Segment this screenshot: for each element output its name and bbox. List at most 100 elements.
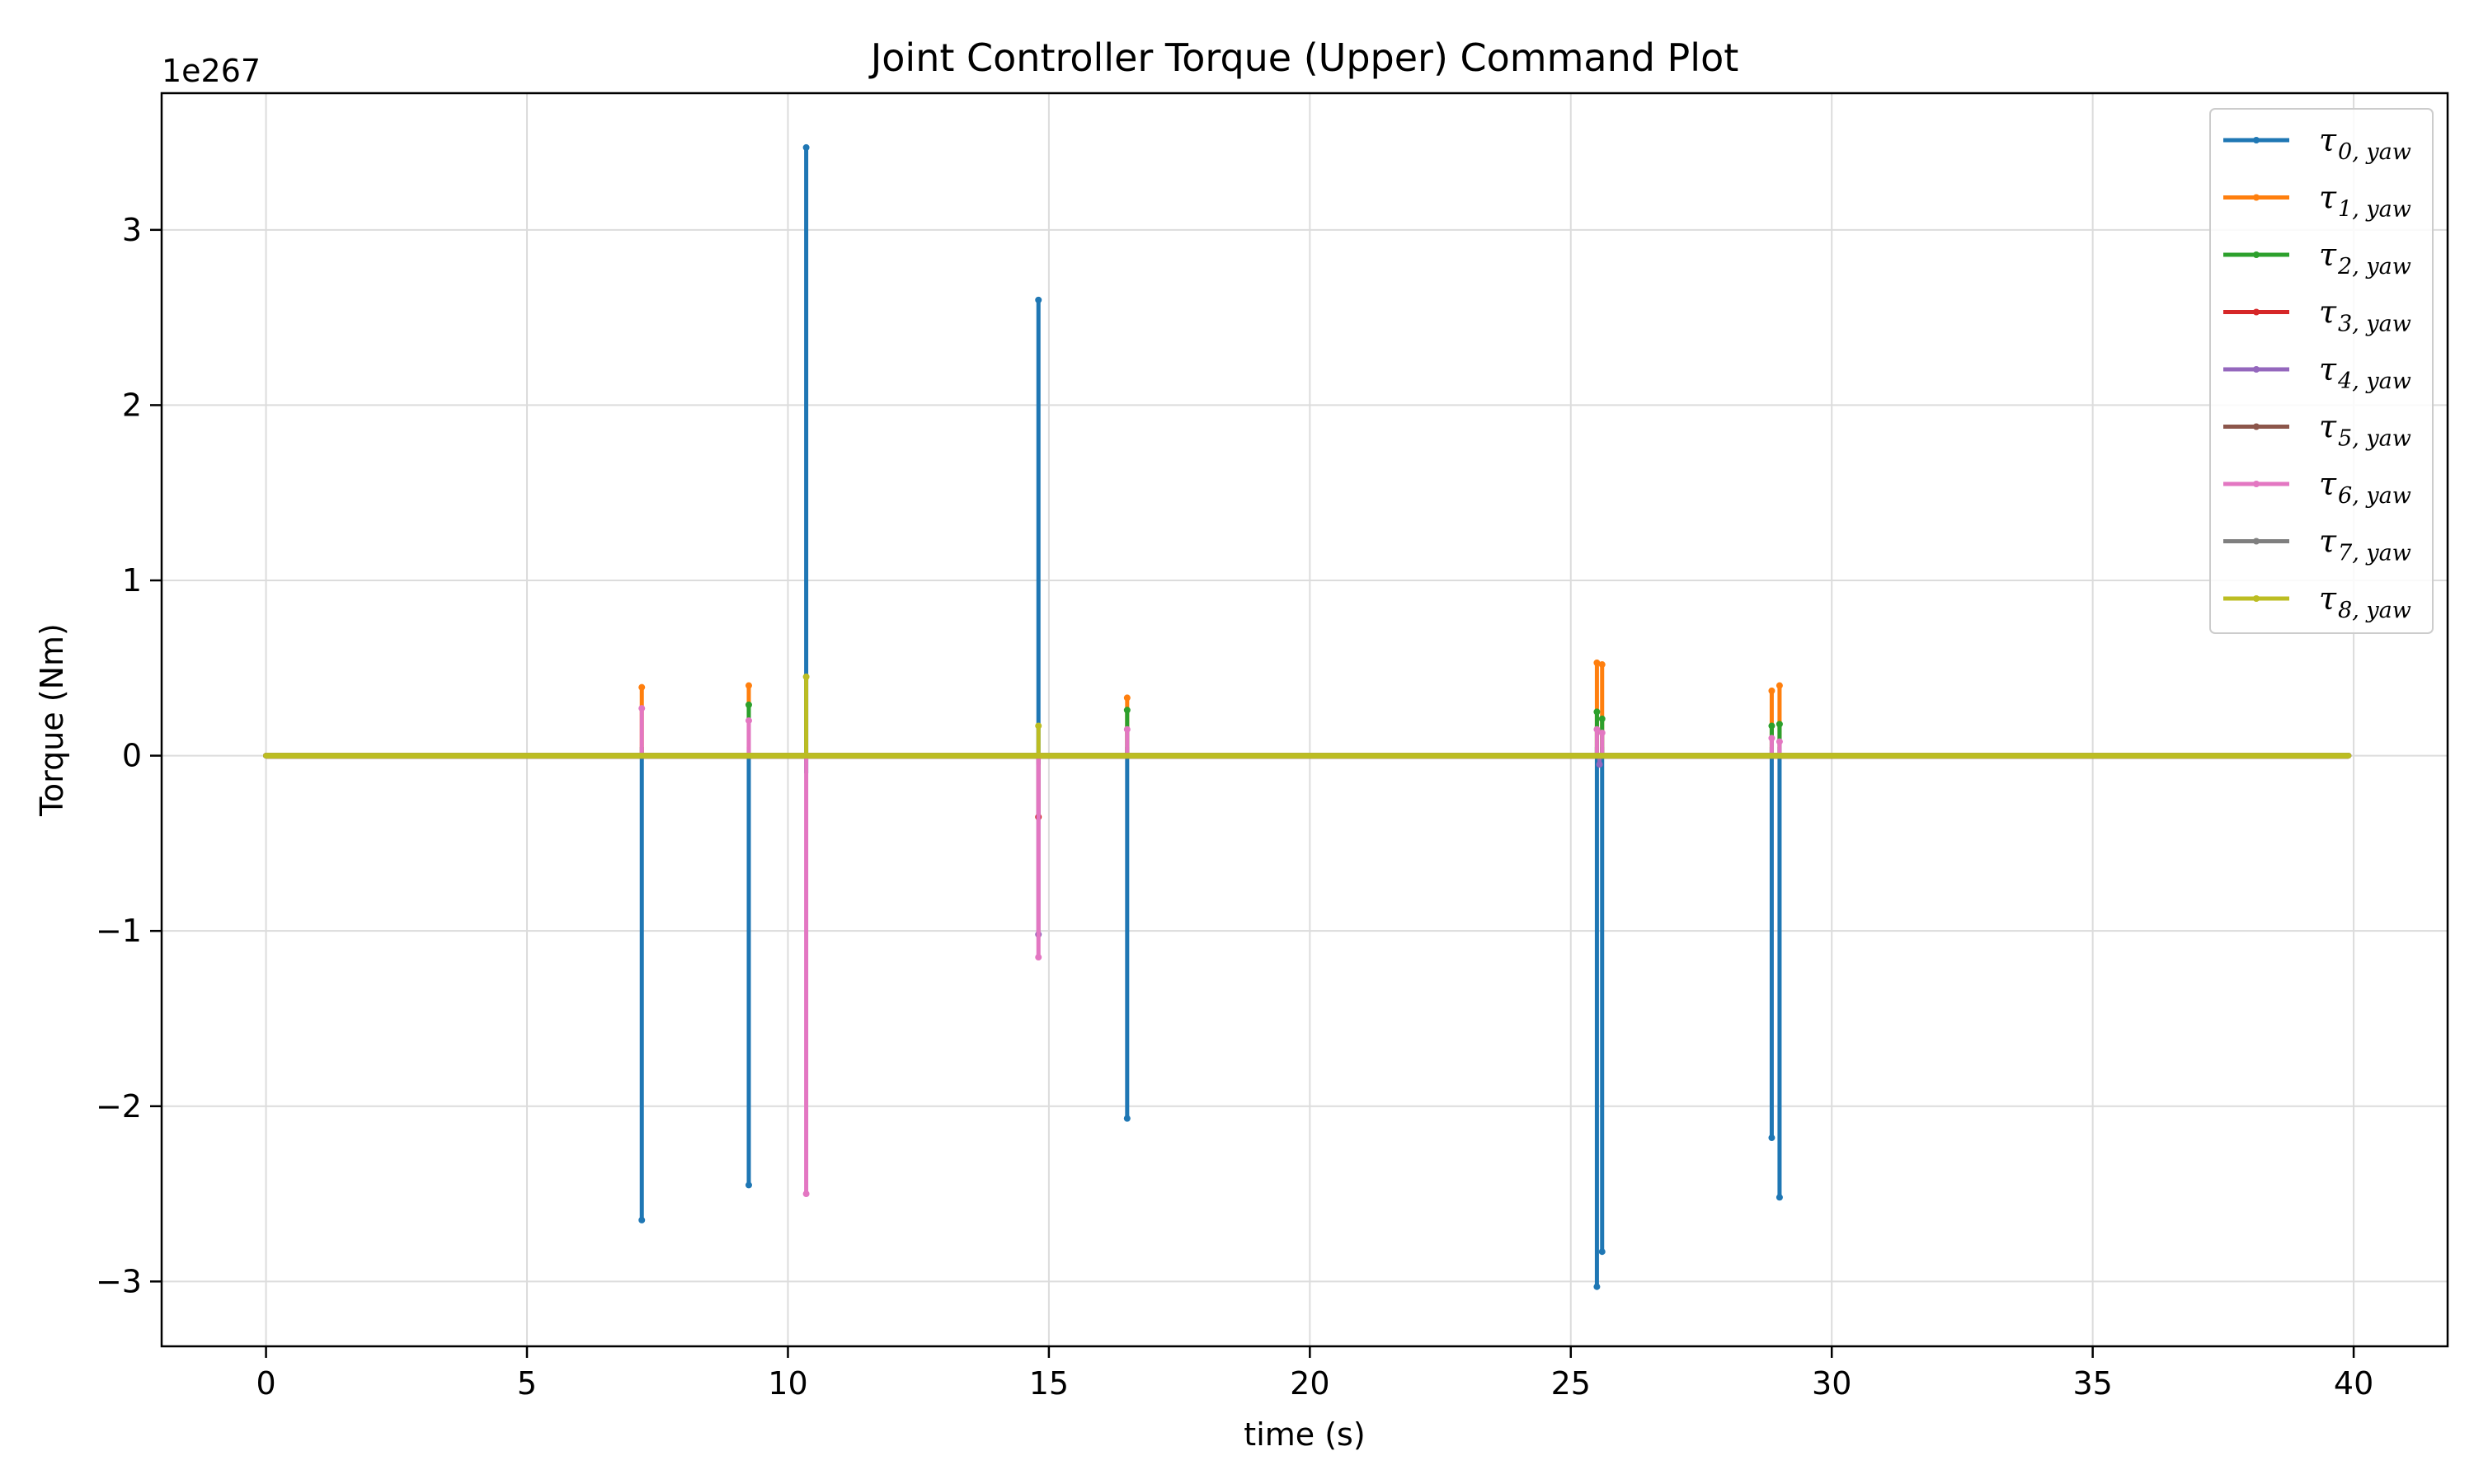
y-axis-offset-label: 1e267 bbox=[162, 53, 261, 89]
legend-label: τ7, yaw bbox=[2319, 524, 2411, 566]
legend-subscript: 7, yaw bbox=[2338, 541, 2411, 566]
legend-subscript: 4, yaw bbox=[2337, 369, 2411, 394]
series-point bbox=[745, 701, 752, 708]
x-tick-label: 0 bbox=[256, 1365, 275, 1402]
series-point bbox=[1598, 715, 1606, 722]
legend-marker bbox=[2253, 481, 2260, 487]
x-tick-label: 5 bbox=[517, 1365, 537, 1402]
x-tick-label: 30 bbox=[1812, 1365, 1851, 1402]
x-axis-label: time (s) bbox=[1244, 1416, 1365, 1453]
legend-marker bbox=[2253, 137, 2260, 143]
series-point bbox=[1598, 1248, 1606, 1256]
series-point bbox=[1593, 726, 1601, 733]
legend-marker bbox=[2253, 423, 2260, 430]
legend-marker bbox=[2253, 595, 2260, 602]
legend-item: τ6, yaw bbox=[2223, 466, 2411, 509]
series-point bbox=[1593, 659, 1601, 666]
chart-title: Joint Controller Torque (Upper) Command … bbox=[868, 35, 1739, 80]
x-tick-label: 20 bbox=[1290, 1365, 1329, 1402]
legend-item: τ8, yaw bbox=[2223, 580, 2411, 623]
ticks: 0 5 10 15 20 25 30 35 40 −3 −2 −1 0 1 2 3 bbox=[96, 212, 2373, 1402]
legend-label: τ6, yaw bbox=[2319, 466, 2411, 509]
series-point bbox=[1596, 761, 1603, 768]
series-point bbox=[638, 705, 646, 712]
series-point bbox=[1123, 726, 1131, 733]
legend-box bbox=[2209, 108, 2434, 634]
legend-item: τ1, yaw bbox=[2223, 180, 2411, 223]
legend-subscript: 5, yaw bbox=[2338, 426, 2411, 452]
legend-label: τ4, yaw bbox=[2319, 351, 2411, 394]
legend-subscript: 3, yaw bbox=[2338, 312, 2411, 337]
series-point bbox=[1598, 661, 1606, 669]
series-point bbox=[802, 143, 810, 151]
x-tick-label: 15 bbox=[1029, 1365, 1069, 1402]
series-point bbox=[1768, 722, 1776, 730]
legend-label: τ8, yaw bbox=[2319, 580, 2411, 623]
legend-item: τ3, yaw bbox=[2223, 294, 2411, 337]
legend-marker bbox=[2253, 194, 2260, 201]
series-point bbox=[1035, 954, 1042, 961]
series-point bbox=[638, 1216, 646, 1223]
y-tick-label: 2 bbox=[122, 387, 142, 423]
legend-label: τ3, yaw bbox=[2319, 294, 2411, 337]
legend-item: τ0, yaw bbox=[2223, 122, 2411, 165]
legend-item: τ5, yaw bbox=[2223, 409, 2411, 452]
series-point bbox=[1123, 1115, 1131, 1122]
series-point bbox=[638, 683, 646, 691]
series-layer bbox=[263, 143, 2352, 1290]
legend-symbol: τ bbox=[2319, 409, 2337, 445]
series-point bbox=[1593, 708, 1601, 716]
series-point bbox=[802, 1190, 810, 1198]
y-axis-label: Torque (Nm) bbox=[34, 623, 70, 817]
series-point bbox=[1123, 707, 1131, 714]
x-tick-label: 40 bbox=[2334, 1365, 2373, 1402]
series-point bbox=[1598, 729, 1606, 736]
series-point bbox=[1776, 738, 1783, 745]
legend-symbol: τ bbox=[2319, 524, 2337, 560]
legend-symbol: τ bbox=[2319, 237, 2337, 273]
legend-subscript: 2, yaw bbox=[2337, 254, 2411, 279]
series-point bbox=[1768, 687, 1776, 694]
series-8 bbox=[263, 673, 2352, 759]
series-point bbox=[745, 717, 752, 725]
legend-symbol: τ bbox=[2319, 180, 2337, 216]
series-point bbox=[1776, 682, 1783, 689]
series-point bbox=[1593, 1283, 1601, 1290]
y-tick-label: −2 bbox=[96, 1088, 142, 1125]
series-point bbox=[802, 673, 810, 680]
y-tick-label: −1 bbox=[96, 913, 142, 949]
series-point bbox=[1035, 296, 1042, 303]
y-tick-label: 1 bbox=[122, 562, 142, 599]
axes-frame bbox=[160, 92, 2449, 1348]
series-point bbox=[1123, 694, 1131, 702]
series-point bbox=[745, 1181, 752, 1189]
legend-symbol: τ bbox=[2319, 466, 2337, 502]
y-tick-label: −3 bbox=[96, 1263, 142, 1299]
legend-item: τ4, yaw bbox=[2223, 351, 2411, 394]
legend-label: τ1, yaw bbox=[2319, 180, 2411, 223]
y-tick-label: 3 bbox=[122, 212, 142, 248]
legend-symbol: τ bbox=[2319, 122, 2337, 158]
legend-item: τ7, yaw bbox=[2223, 524, 2411, 566]
x-tick-label: 25 bbox=[1551, 1365, 1591, 1402]
legend-label: τ0, yaw bbox=[2319, 122, 2411, 165]
y-tick-label: 0 bbox=[122, 738, 142, 774]
series-point bbox=[1768, 735, 1776, 742]
legend-marker bbox=[2253, 251, 2260, 258]
legend-subscript: 1, yaw bbox=[2338, 197, 2411, 223]
legend-label: τ5, yaw bbox=[2319, 409, 2411, 452]
x-tick-label: 35 bbox=[2072, 1365, 2112, 1402]
legend-symbol: τ bbox=[2319, 351, 2337, 387]
series-point bbox=[1776, 721, 1783, 728]
legend-subscript: 0, yaw bbox=[2338, 139, 2411, 165]
legend-subscript: 8, yaw bbox=[2338, 598, 2411, 623]
legend-symbol: τ bbox=[2319, 294, 2337, 331]
series-point bbox=[1776, 1194, 1783, 1201]
series-point bbox=[745, 682, 752, 689]
legend-subscript: 6, yaw bbox=[2338, 483, 2411, 509]
legend-marker bbox=[2253, 366, 2260, 373]
legend-label: τ2, yaw bbox=[2319, 237, 2411, 279]
